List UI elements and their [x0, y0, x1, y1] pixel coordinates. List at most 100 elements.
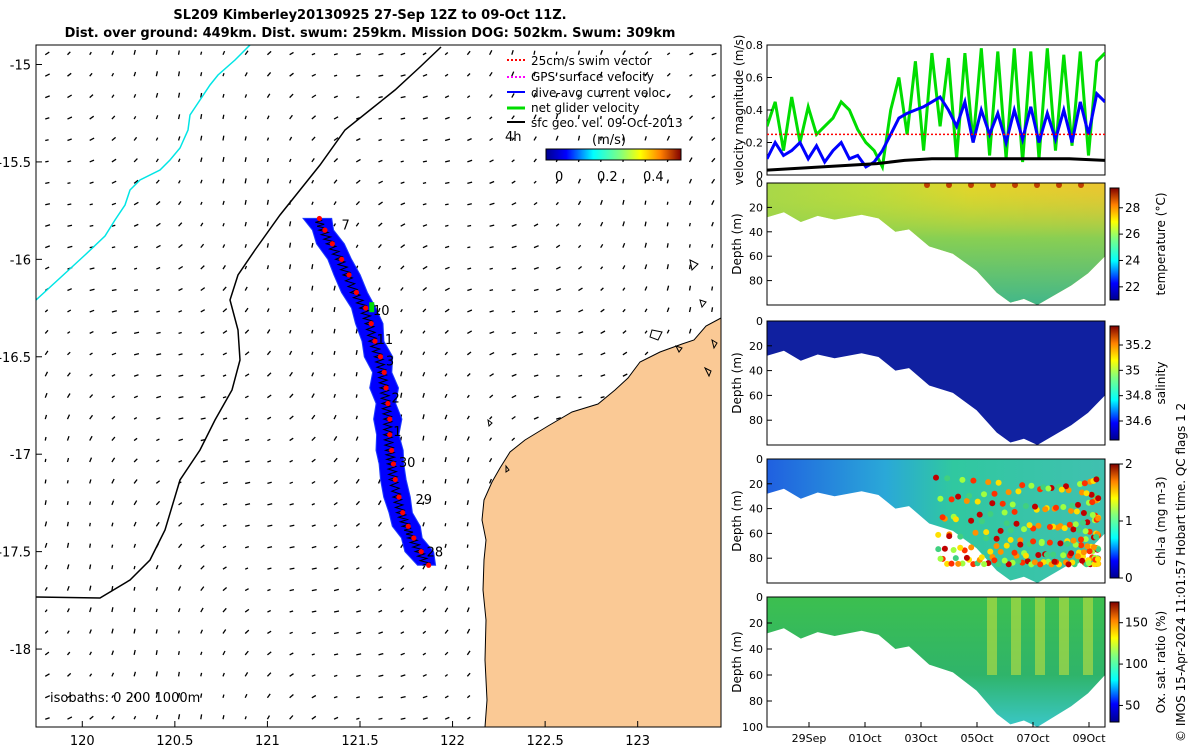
geo-arrow [155, 692, 159, 698]
geo-arrow [533, 201, 538, 206]
geo-arrow [533, 266, 539, 270]
section-colorbar [1109, 601, 1120, 723]
geo-arrow [422, 501, 425, 506]
geo-arrow [156, 331, 161, 335]
geo-arrow [222, 715, 225, 720]
colorbar-tick: 150 [1125, 616, 1148, 630]
geo-arrow [133, 565, 136, 570]
geo-arrow [711, 265, 714, 270]
geo-arrow [289, 136, 293, 141]
geo-arrow [400, 223, 406, 227]
geo-arrow [267, 503, 273, 506]
colorbar-tick: 26 [1125, 227, 1140, 241]
date-tick-label: 07Oct [1016, 732, 1050, 745]
geo-arrow [67, 203, 72, 206]
geo-arrow [45, 181, 50, 184]
swim-vector-point [322, 227, 328, 233]
geo-arrow [200, 353, 204, 356]
geo-arrow [44, 586, 48, 591]
geo-arrow [355, 567, 360, 570]
geo-arrow [666, 179, 669, 184]
geo-arrow [466, 436, 470, 441]
geo-arrow [222, 330, 228, 334]
geo-arrow [400, 52, 406, 56]
map-x-tick-label: 122 [440, 734, 465, 749]
geo-arrow [200, 607, 204, 613]
section-depth-tick: 60 [749, 250, 763, 263]
geo-arrow [600, 266, 604, 270]
geo-arrow [44, 392, 48, 398]
geo-arrow [533, 158, 537, 163]
geo-arrow [266, 287, 270, 291]
geo-arrow [577, 178, 581, 184]
geo-arrow [111, 352, 117, 356]
section-depth-tick: 20 [749, 201, 763, 214]
geo-arrow [333, 653, 339, 656]
geo-arrow [400, 117, 406, 120]
geo-arrow [333, 95, 338, 99]
geo-arrow [155, 564, 159, 570]
section-depth-tick: 80 [749, 552, 763, 565]
geo-arrow [66, 480, 69, 484]
section-depth-tick: 80 [749, 414, 763, 427]
geo-arrow [355, 328, 358, 334]
geo-arrow [333, 223, 336, 227]
geo-arrow [688, 157, 693, 163]
geo-arrow [67, 224, 73, 227]
geo-arrow [133, 49, 136, 55]
geo-arrow [222, 93, 225, 98]
geo-arrow [222, 607, 227, 613]
geo-arrow [266, 221, 269, 227]
geo-arrow [533, 180, 537, 184]
section-colorbar [1109, 325, 1120, 441]
geo-arrow [267, 524, 273, 527]
chart-title-line2: Dist. over ground: 449km. Dist. swum: 25… [64, 26, 676, 41]
geo-arrow [422, 630, 427, 634]
geo-arrow [44, 673, 50, 677]
geo-arrow [600, 243, 604, 248]
geo-arrow [444, 308, 450, 313]
geo-arrow [422, 308, 427, 313]
velocity-series-line [767, 48, 1105, 172]
geo-arrow [356, 74, 361, 77]
geo-arrow [289, 715, 294, 720]
geo-arrow [44, 73, 50, 77]
geo-arrow [177, 92, 181, 98]
geo-arrow [444, 95, 450, 99]
geo-arrow [466, 695, 471, 699]
geo-arrow [377, 522, 383, 527]
geo-arrow [466, 95, 471, 99]
geo-arrow [133, 115, 137, 120]
geo-arrow [689, 115, 694, 120]
map-x-tick-label: 123 [625, 734, 650, 749]
geo-arrow [556, 331, 561, 335]
map-x-tick-label: 122.5 [527, 734, 564, 749]
geo-arrow [67, 51, 71, 56]
geo-arrow [489, 116, 493, 120]
geo-arrow [311, 715, 317, 720]
geo-arrow [333, 306, 336, 313]
geo-arrow [711, 286, 714, 291]
geo-arrow [489, 416, 493, 420]
swim-vector-point [405, 523, 411, 529]
geo-arrow [600, 221, 604, 227]
geo-arrow [44, 695, 51, 699]
geo-arrow [511, 180, 516, 184]
swim-vector-point [339, 256, 345, 262]
geo-arrow [422, 479, 425, 484]
geo-arrow [244, 716, 247, 720]
geo-arrow [355, 200, 360, 206]
geo-arrow [200, 309, 206, 313]
geo-arrow [422, 608, 427, 613]
geo-arrow [266, 199, 269, 205]
geo-arrow [111, 136, 117, 141]
geo-arrow [289, 694, 294, 699]
track-date-label: 1 [393, 425, 401, 440]
geo-arrow [178, 459, 183, 463]
geo-arrow [533, 332, 538, 335]
geo-arrow [111, 246, 116, 249]
geo-arrow [533, 223, 539, 227]
geo-arrow [444, 224, 449, 227]
geo-arrow [133, 458, 138, 463]
